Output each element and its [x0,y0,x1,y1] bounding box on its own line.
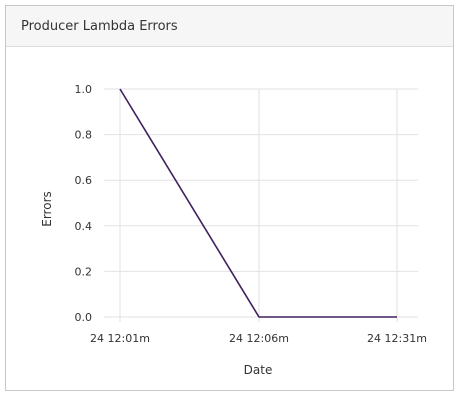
line-chart: 0.0 0.2 0.4 0.6 0.8 1.0 24 12:01m 24 12:06m 24 1… [40,83,427,377]
y-tick-label: 0.6 [75,174,93,187]
y-axis-title: Errors [40,191,54,227]
y-tick-label: 0.2 [75,265,93,278]
chart-area: 0.0 0.2 0.4 0.6 0.8 1.0 24 12:01m 24 12:06m 24 1… [6,47,453,394]
y-tick-label: 0.4 [75,220,93,233]
y-tick-label: 0.8 [75,129,93,142]
y-tick-label: 1.0 [75,83,93,96]
series-layer [119,88,397,318]
x-tick-label: 24 12:01m [90,332,150,345]
chart-panel: Producer Lambda Errors 0.0 0.2 0.4 0.6 0.8 1.… [5,5,454,391]
panel-title: Producer Lambda Errors [21,18,178,34]
x-tick-label: 24 12:06m [229,332,289,345]
series-line [119,88,397,318]
y-tick-label: 0.0 [75,311,93,324]
x-tick-label: 24 12:31m [367,332,427,345]
grid-layer [104,88,418,322]
axis-layer: 0.0 0.2 0.4 0.6 0.8 1.0 24 12:01m 24 12:06m 24 1… [75,83,427,345]
x-axis-title: Date [244,363,273,377]
panel-header: Producer Lambda Errors [6,6,453,47]
